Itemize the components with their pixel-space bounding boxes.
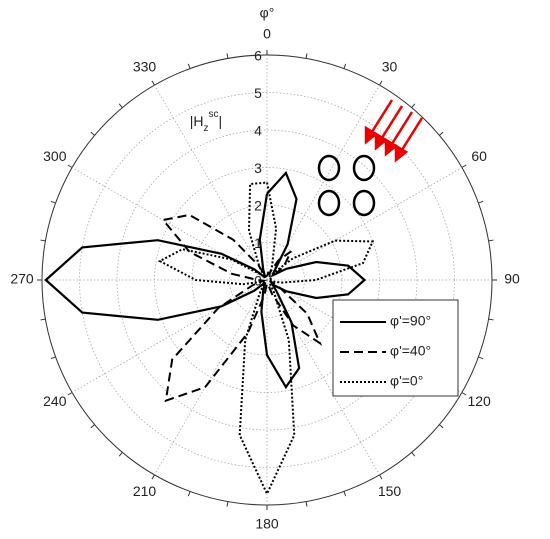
grid-circle (229, 242, 305, 318)
minor-tick (461, 392, 467, 396)
minor-tick (40, 318, 46, 321)
r-tick-label: 4 (254, 123, 262, 139)
angle-tick-label: 240 (43, 393, 67, 409)
minor-tick (411, 452, 416, 457)
angle-tick-label: 300 (43, 148, 67, 164)
incident-arrows (364, 99, 424, 163)
grid-spoke (266, 167, 463, 281)
series-line (157, 181, 375, 497)
angle-tick-label: 270 (10, 271, 34, 287)
grid-spoke (154, 84, 268, 281)
grid-spoke (266, 84, 380, 281)
minor-tick (226, 53, 229, 59)
minor-tick (488, 239, 494, 242)
minor-tick (118, 103, 123, 108)
minor-tick (50, 200, 56, 204)
minor-tick (411, 103, 416, 108)
radial-label-part: | (219, 113, 223, 129)
cylinders (317, 154, 376, 217)
minor-tick (478, 200, 484, 204)
grid-spoke (266, 279, 380, 476)
minor-tick (305, 53, 308, 59)
series-line (44, 170, 367, 390)
grid-circle (116, 129, 418, 431)
angle-tick-label: 150 (378, 483, 402, 499)
minor-tick (40, 239, 46, 242)
radial-axis-label: |Hzsc| (190, 109, 222, 134)
legend-label: φ'=40° (390, 343, 431, 359)
legend-label: φ'=0° (390, 373, 423, 389)
minor-tick (50, 356, 56, 360)
angle-tick-label: 60 (471, 148, 487, 164)
legend-box (332, 299, 459, 397)
minor-tick (439, 424, 444, 429)
angle-tick-label: 120 (467, 393, 491, 409)
minor-tick (67, 164, 73, 168)
minor-tick (67, 392, 73, 396)
minor-tick (343, 63, 347, 69)
radial-label-part: |H (190, 113, 204, 129)
minor-tick (379, 474, 383, 480)
minor-tick (488, 318, 494, 321)
r-tick-label: 2 (254, 198, 262, 214)
minor-tick (226, 501, 229, 507)
grid (37, 50, 497, 510)
minor-tick (90, 131, 95, 136)
minor-tick (478, 356, 484, 360)
minor-tick (439, 131, 444, 136)
grid-spoke (154, 279, 268, 476)
grid-circle (79, 92, 455, 468)
angle-tick-label: 330 (133, 59, 157, 75)
minor-tick (379, 80, 383, 86)
minor-tick (343, 491, 347, 497)
r-tick-label: 6 (254, 48, 262, 64)
minor-tick (118, 452, 123, 457)
angle-tick-label: 90 (504, 271, 520, 287)
minor-tick (90, 424, 95, 429)
minor-tick (187, 491, 191, 497)
legend-label: φ'=90° (390, 313, 431, 329)
grid-spoke (71, 167, 268, 281)
radial-label-sub: z (204, 123, 209, 134)
minor-tick (151, 80, 155, 86)
grid-spoke (71, 279, 268, 393)
angle-axis-label: φ° (260, 5, 275, 21)
minor-tick (461, 164, 467, 168)
angle-tick-label: 30 (382, 59, 398, 75)
angle-tick-label: 180 (255, 516, 279, 532)
minor-tick (151, 474, 155, 480)
r-tick-label: 3 (254, 160, 262, 176)
minor-tick (305, 501, 308, 507)
radial-label-sup: sc (209, 109, 219, 120)
minor-tick (187, 63, 191, 69)
r-tick-label: 1 (254, 235, 262, 251)
legend: φ'=90° φ'=40° φ'=0° (332, 299, 459, 397)
angle-tick-label: 0 (263, 26, 271, 42)
r-tick-label: 0 (254, 273, 262, 289)
angle-tick-label: 210 (133, 483, 157, 499)
r-tick-label: 5 (254, 85, 262, 101)
